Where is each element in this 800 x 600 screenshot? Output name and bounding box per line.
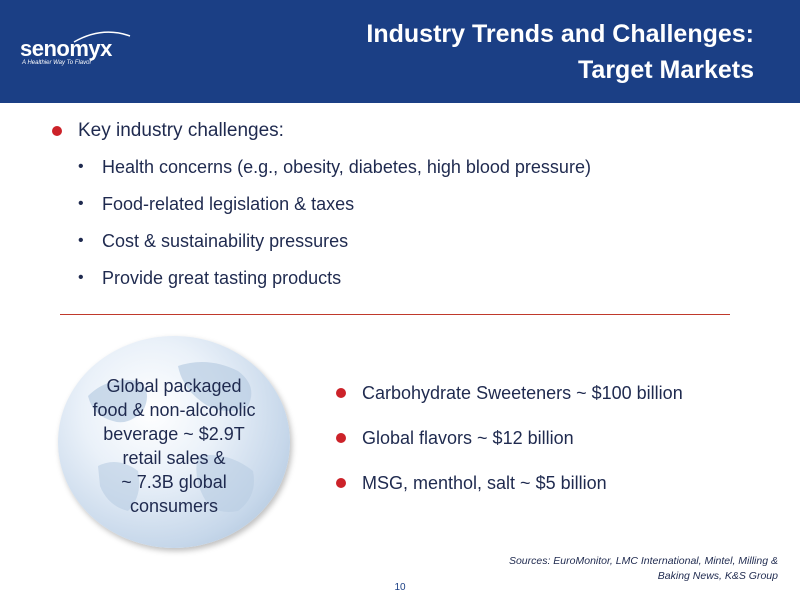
title-line-1: Industry Trends and Challenges: <box>366 20 754 48</box>
red-bullet-icon <box>336 388 346 398</box>
list-item: • Food-related legislation & taxes <box>50 191 770 217</box>
sources-note: Sources: EuroMonitor, LMC International,… <box>508 555 778 582</box>
challenges-sub-list: • Health concerns (e.g., obesity, diabet… <box>50 154 770 291</box>
globe-graphic: Global packaged food & non-alcoholic bev… <box>58 336 290 548</box>
list-item-text: Cost & sustainability pressures <box>102 231 349 251</box>
bullet-icon: • <box>78 269 84 286</box>
bullet-icon: • <box>78 195 84 212</box>
market-item-text: Global flavors ~ $12 billion <box>362 428 574 448</box>
globe-caption: Global packaged food & non-alcoholic bev… <box>92 376 256 516</box>
list-item: MSG, menthol, salt ~ $5 billion <box>334 470 774 496</box>
list-item: Carbohydrate Sweeteners ~ $100 billion <box>334 380 774 406</box>
logo-tagline: A Healthier Way To Flavor <box>22 60 92 66</box>
header-bar: senomyx A Healthier Way To Flavor Indust… <box>0 0 800 103</box>
title-line-2: Target Markets <box>578 56 754 84</box>
market-item-text: Carbohydrate Sweeteners ~ $100 billion <box>362 383 683 403</box>
section-divider <box>60 314 730 315</box>
list-item-text: Health concerns (e.g., obesity, diabetes… <box>102 157 591 177</box>
bullet-icon: • <box>78 158 84 175</box>
list-item: • Health concerns (e.g., obesity, diabet… <box>50 154 770 180</box>
challenges-heading-item: Key industry challenges: <box>50 118 770 144</box>
list-item-text: Provide great tasting products <box>102 268 342 288</box>
markets-list: Carbohydrate Sweeteners ~ $100 billion G… <box>334 380 774 515</box>
list-item: • Provide great tasting products <box>50 265 770 291</box>
market-item-text: MSG, menthol, salt ~ $5 billion <box>362 473 607 493</box>
slide-title: Industry Trends and Challenges: Target M… <box>234 16 754 88</box>
red-bullet-icon <box>336 433 346 443</box>
challenges-heading: Key industry challenges: <box>78 120 284 141</box>
list-item: • Cost & sustainability pressures <box>50 228 770 254</box>
senomyx-logo: senomyx A Healthier Way To Flavor <box>20 31 131 70</box>
globe-continents-icon <box>88 362 254 512</box>
red-bullet-icon <box>336 478 346 488</box>
list-item-text: Food-related legislation & taxes <box>102 194 355 214</box>
list-item: Global flavors ~ $12 billion <box>334 425 774 451</box>
bullet-icon: • <box>78 232 84 249</box>
logo-swoosh-icon <box>73 31 131 43</box>
challenges-list: Key industry challenges: • Health concer… <box>50 118 770 302</box>
page-number: 10 <box>394 582 406 593</box>
logo-wordmark: senomyx <box>20 36 112 61</box>
red-bullet-icon <box>52 126 62 136</box>
